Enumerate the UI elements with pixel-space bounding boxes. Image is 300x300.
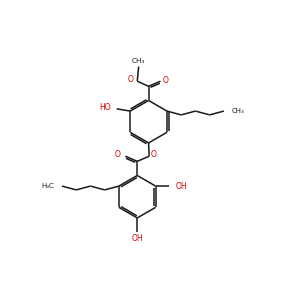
Text: OH: OH (176, 182, 187, 190)
Text: H₃C: H₃C (41, 183, 54, 189)
Text: CH₃: CH₃ (132, 58, 146, 64)
Text: HO: HO (99, 103, 110, 112)
Text: O: O (128, 75, 133, 84)
Text: O: O (151, 150, 156, 159)
Text: O: O (162, 76, 168, 85)
Text: O: O (115, 150, 121, 159)
Text: OH: OH (131, 234, 143, 243)
Text: CH₃: CH₃ (232, 108, 244, 114)
